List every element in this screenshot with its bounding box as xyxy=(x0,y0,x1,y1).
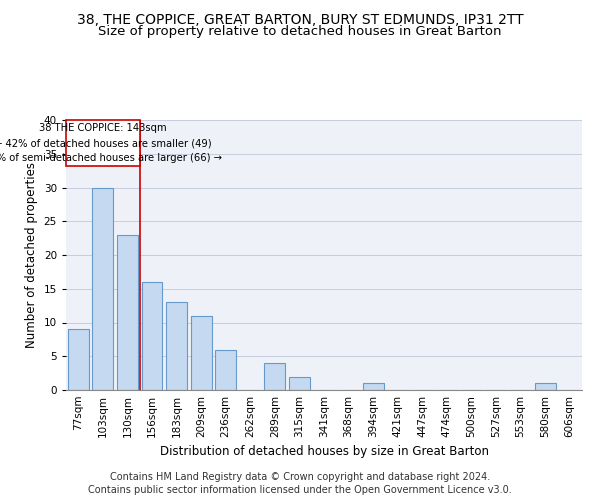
Bar xyxy=(362,383,383,390)
Bar xyxy=(117,235,138,390)
Bar xyxy=(66,120,140,166)
Text: Size of property relative to detached houses in Great Barton: Size of property relative to detached ho… xyxy=(98,25,502,38)
Bar xyxy=(289,376,310,390)
Text: 38 THE COPPICE: 143sqm: 38 THE COPPICE: 143sqm xyxy=(39,122,167,132)
Text: ← 42% of detached houses are smaller (49): ← 42% of detached houses are smaller (49… xyxy=(0,138,212,148)
Bar xyxy=(215,350,236,390)
Bar xyxy=(191,316,212,390)
Bar xyxy=(142,282,163,390)
Bar xyxy=(535,383,556,390)
Text: Contains public sector information licensed under the Open Government Licence v3: Contains public sector information licen… xyxy=(88,485,512,495)
Y-axis label: Number of detached properties: Number of detached properties xyxy=(25,162,38,348)
Bar xyxy=(166,302,187,390)
Text: Contains HM Land Registry data © Crown copyright and database right 2024.: Contains HM Land Registry data © Crown c… xyxy=(110,472,490,482)
Text: 57% of semi-detached houses are larger (66) →: 57% of semi-detached houses are larger (… xyxy=(0,154,222,164)
Bar xyxy=(265,363,286,390)
Bar xyxy=(92,188,113,390)
Bar xyxy=(68,329,89,390)
X-axis label: Distribution of detached houses by size in Great Barton: Distribution of detached houses by size … xyxy=(160,446,488,458)
Text: 38, THE COPPICE, GREAT BARTON, BURY ST EDMUNDS, IP31 2TT: 38, THE COPPICE, GREAT BARTON, BURY ST E… xyxy=(77,12,523,26)
